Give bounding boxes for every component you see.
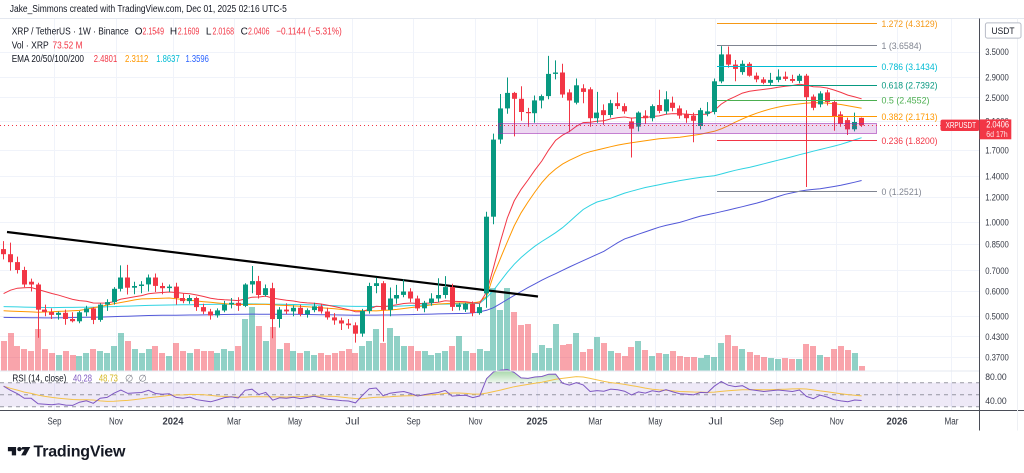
svg-text:0 (1.2521): 0 (1.2521) (882, 187, 922, 197)
svg-text:2.1609: 2.1609 (178, 27, 200, 38)
svg-text:48.73: 48.73 (99, 373, 118, 384)
svg-text:40.28: 40.28 (73, 373, 92, 384)
svg-text:C: C (241, 27, 248, 38)
svg-text:2.1549: 2.1549 (143, 27, 165, 38)
svg-text:Jul: Jul (345, 417, 359, 428)
svg-text:May: May (288, 417, 302, 428)
svg-text:Sep: Sep (407, 417, 421, 428)
svg-text:Sep: Sep (48, 417, 62, 428)
svg-text:0.6000: 0.6000 (985, 287, 1009, 297)
svg-text:Nov: Nov (830, 417, 844, 428)
svg-text:∅: ∅ (125, 373, 133, 384)
svg-text:3.5000: 3.5000 (985, 47, 1009, 57)
svg-text:0.618 (2.7392): 0.618 (2.7392) (882, 81, 938, 91)
svg-text:2026: 2026 (887, 417, 908, 428)
svg-text:2.9000: 2.9000 (985, 73, 1009, 83)
svg-text:Nov: Nov (469, 417, 483, 428)
svg-text:1 (3.6584): 1 (3.6584) (882, 41, 922, 51)
svg-text:∅: ∅ (139, 373, 147, 384)
svg-text:80.00: 80.00 (985, 372, 1007, 382)
svg-text:1.4000: 1.4000 (985, 172, 1009, 182)
svg-text:1.3596: 1.3596 (186, 54, 210, 65)
svg-text:XRPUSDT: XRPUSDT (946, 120, 976, 130)
svg-text:1.8637: 1.8637 (156, 54, 180, 65)
svg-text:TradingView: TradingView (34, 444, 127, 461)
svg-text:1.7000: 1.7000 (985, 145, 1009, 155)
svg-text:0.8500: 0.8500 (985, 239, 1009, 249)
svg-text:Sep: Sep (770, 417, 784, 428)
svg-text:6d 17h: 6d 17h (986, 129, 1008, 139)
svg-text:EMA 20/50/100/200: EMA 20/50/100/200 (12, 54, 85, 65)
svg-text:1.272 (4.3129): 1.272 (4.3129) (882, 19, 938, 29)
svg-text:0.7000: 0.7000 (985, 266, 1009, 276)
svg-text:0.5000: 0.5000 (985, 312, 1009, 322)
svg-text:2.3112: 2.3112 (125, 54, 149, 65)
svg-text:XRP / TetherUS · 1W · Binance: XRP / TetherUS · 1W · Binance (12, 27, 129, 38)
svg-text:Jul: Jul (708, 417, 722, 428)
svg-text:Vol · XRP: Vol · XRP (12, 41, 49, 52)
svg-text:1.2000: 1.2000 (985, 193, 1009, 203)
svg-text:Jake_Simmons created with Trad: Jake_Simmons created with TradingView.co… (10, 4, 287, 15)
svg-text:1.0000: 1.0000 (985, 217, 1009, 227)
svg-text:Nov: Nov (109, 417, 123, 428)
svg-text:2024: 2024 (163, 417, 184, 428)
svg-text:O: O (135, 27, 143, 38)
svg-text:40.00: 40.00 (985, 396, 1007, 406)
svg-text:2.5000: 2.5000 (985, 93, 1009, 103)
svg-text:0.5 (2.4552): 0.5 (2.4552) (882, 95, 930, 105)
svg-text:−0.1144 (−5.31%): −0.1144 (−5.31%) (276, 27, 342, 38)
svg-text:2.4801: 2.4801 (94, 54, 118, 65)
svg-text:L: L (206, 27, 212, 38)
svg-text:USDT: USDT (992, 26, 1015, 37)
svg-text:May: May (648, 417, 662, 428)
svg-text:0.382 (2.1713): 0.382 (2.1713) (882, 112, 938, 122)
svg-text:2.0406: 2.0406 (986, 120, 1009, 130)
svg-text:0.786 (3.1434): 0.786 (3.1434) (882, 62, 938, 72)
svg-text:0.4300: 0.4300 (985, 332, 1009, 342)
svg-text:RSI (14, close): RSI (14, close) (12, 373, 66, 384)
svg-text:2.0406: 2.0406 (248, 27, 270, 38)
svg-text:Mar: Mar (227, 417, 242, 428)
svg-text:Mar: Mar (945, 417, 960, 428)
svg-text:2025: 2025 (527, 417, 548, 428)
svg-text:0.3700: 0.3700 (985, 352, 1009, 362)
svg-text:Mar: Mar (588, 417, 603, 428)
svg-text:2.0168: 2.0168 (213, 27, 235, 38)
svg-text:0.236 (1.8200): 0.236 (1.8200) (882, 136, 938, 146)
svg-text:73.52 M: 73.52 M (53, 41, 83, 52)
svg-text:H: H (170, 27, 177, 38)
